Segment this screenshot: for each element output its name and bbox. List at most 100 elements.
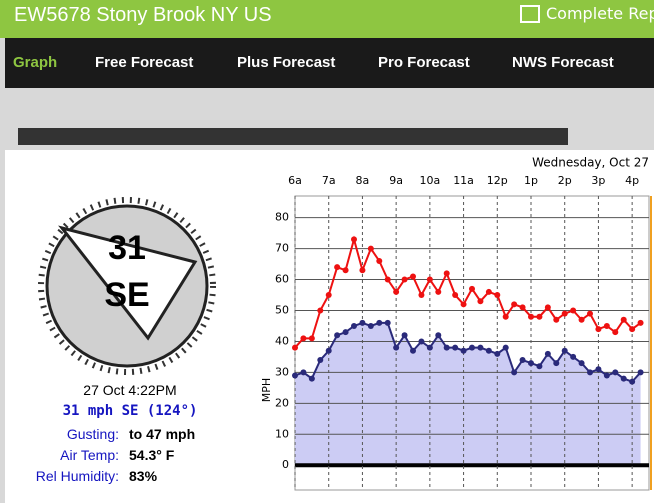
point bbox=[603, 322, 610, 329]
point bbox=[401, 276, 408, 283]
point bbox=[317, 307, 324, 314]
point bbox=[359, 319, 366, 326]
reading-value: 54.3° F bbox=[129, 447, 175, 463]
x-tick-label: 7a bbox=[322, 174, 336, 187]
y-tick-label: 10 bbox=[275, 427, 289, 440]
point bbox=[334, 264, 341, 271]
point bbox=[587, 369, 593, 376]
point bbox=[502, 344, 509, 351]
point bbox=[351, 322, 357, 329]
y-tick-label: 60 bbox=[275, 273, 289, 286]
point bbox=[435, 288, 442, 295]
point bbox=[477, 344, 484, 351]
point bbox=[612, 329, 619, 336]
point bbox=[570, 307, 577, 314]
point bbox=[376, 319, 383, 326]
point bbox=[308, 335, 315, 342]
reading-label: Air Temp: bbox=[60, 447, 119, 463]
point bbox=[544, 350, 551, 357]
point bbox=[578, 316, 585, 323]
point bbox=[401, 332, 408, 339]
compass: 31 SE bbox=[38, 197, 216, 375]
point bbox=[629, 326, 636, 333]
point bbox=[561, 310, 568, 317]
compass-ticks bbox=[38, 197, 216, 375]
point bbox=[603, 372, 610, 379]
point bbox=[612, 369, 619, 376]
reading-value: 83% bbox=[129, 468, 158, 484]
point bbox=[528, 360, 534, 367]
point bbox=[426, 344, 433, 351]
point bbox=[418, 338, 425, 345]
point bbox=[452, 292, 459, 299]
reading-wind: 31 mph SE (124°) bbox=[62, 403, 198, 419]
point bbox=[317, 357, 324, 364]
y-tick-label: 0 bbox=[282, 458, 289, 471]
search-bar[interactable] bbox=[18, 128, 568, 145]
point bbox=[384, 319, 391, 326]
point bbox=[469, 344, 475, 351]
point bbox=[553, 360, 560, 367]
point bbox=[300, 369, 307, 376]
point bbox=[595, 366, 602, 373]
point bbox=[620, 316, 627, 323]
point bbox=[553, 316, 560, 323]
point bbox=[308, 375, 315, 382]
point bbox=[292, 372, 298, 379]
nav-tab[interactable]: Pro Forecast bbox=[378, 54, 470, 71]
chart: Wednesday, Oct 27 MPH 0 10 20 30 40 50 60 70 80 6… bbox=[255, 150, 654, 503]
x-tick-label: 6a bbox=[288, 174, 302, 187]
point bbox=[426, 276, 433, 283]
point bbox=[637, 319, 644, 326]
chart-title: Wednesday, Oct 27 bbox=[532, 156, 649, 170]
point bbox=[511, 301, 518, 308]
point bbox=[342, 329, 349, 336]
point bbox=[469, 285, 475, 292]
nav-tab[interactable]: Graph bbox=[13, 54, 58, 71]
nav-tab[interactable]: Plus Forecast bbox=[237, 54, 336, 71]
point bbox=[570, 353, 577, 360]
station-panel: 31 SE 27 Oct 4:22PM 31 mph SE (124°) Gus… bbox=[5, 150, 275, 503]
point bbox=[325, 292, 332, 299]
point bbox=[300, 335, 307, 342]
point bbox=[519, 357, 526, 364]
nav-tab[interactable]: Free Forecast bbox=[95, 54, 194, 71]
point bbox=[367, 245, 374, 252]
point bbox=[410, 273, 416, 280]
point bbox=[376, 257, 383, 264]
reading-time: 27 Oct 4:22PM bbox=[83, 382, 177, 398]
x-tick-label: 4p bbox=[625, 174, 639, 187]
point bbox=[452, 344, 459, 351]
point bbox=[393, 288, 400, 295]
point bbox=[544, 304, 551, 311]
point bbox=[393, 344, 400, 351]
y-tick-label: 80 bbox=[275, 211, 289, 224]
report-link[interactable]: Complete Rep bbox=[546, 4, 654, 23]
wind-arrow bbox=[58, 225, 198, 341]
area bbox=[295, 322, 641, 466]
point bbox=[384, 276, 391, 283]
point bbox=[435, 332, 442, 339]
point bbox=[528, 313, 534, 320]
point bbox=[502, 313, 509, 320]
point bbox=[292, 344, 298, 351]
x-tick-label: 12p bbox=[487, 174, 508, 187]
point bbox=[485, 347, 492, 354]
y-tick-label: 70 bbox=[275, 242, 289, 255]
y-tick-label: 20 bbox=[275, 396, 289, 409]
header: EW5678 Stony Brook NY US Complete Rep bbox=[0, 0, 654, 38]
reading-value: to 47 mph bbox=[129, 426, 196, 442]
nav-tab[interactable]: NWS Forecast bbox=[512, 54, 614, 71]
x-tick-label: 10a bbox=[419, 174, 440, 187]
point bbox=[587, 310, 593, 317]
point bbox=[494, 292, 501, 299]
point bbox=[485, 288, 492, 295]
point bbox=[637, 369, 644, 376]
nav-bar: Graph Free Forecast Plus Forecast Pro Fo… bbox=[5, 38, 654, 88]
point bbox=[536, 363, 543, 370]
x-tick-label: 3p bbox=[591, 174, 605, 187]
point bbox=[351, 236, 357, 243]
x-tick-label: 2p bbox=[558, 174, 572, 187]
point bbox=[578, 360, 585, 367]
